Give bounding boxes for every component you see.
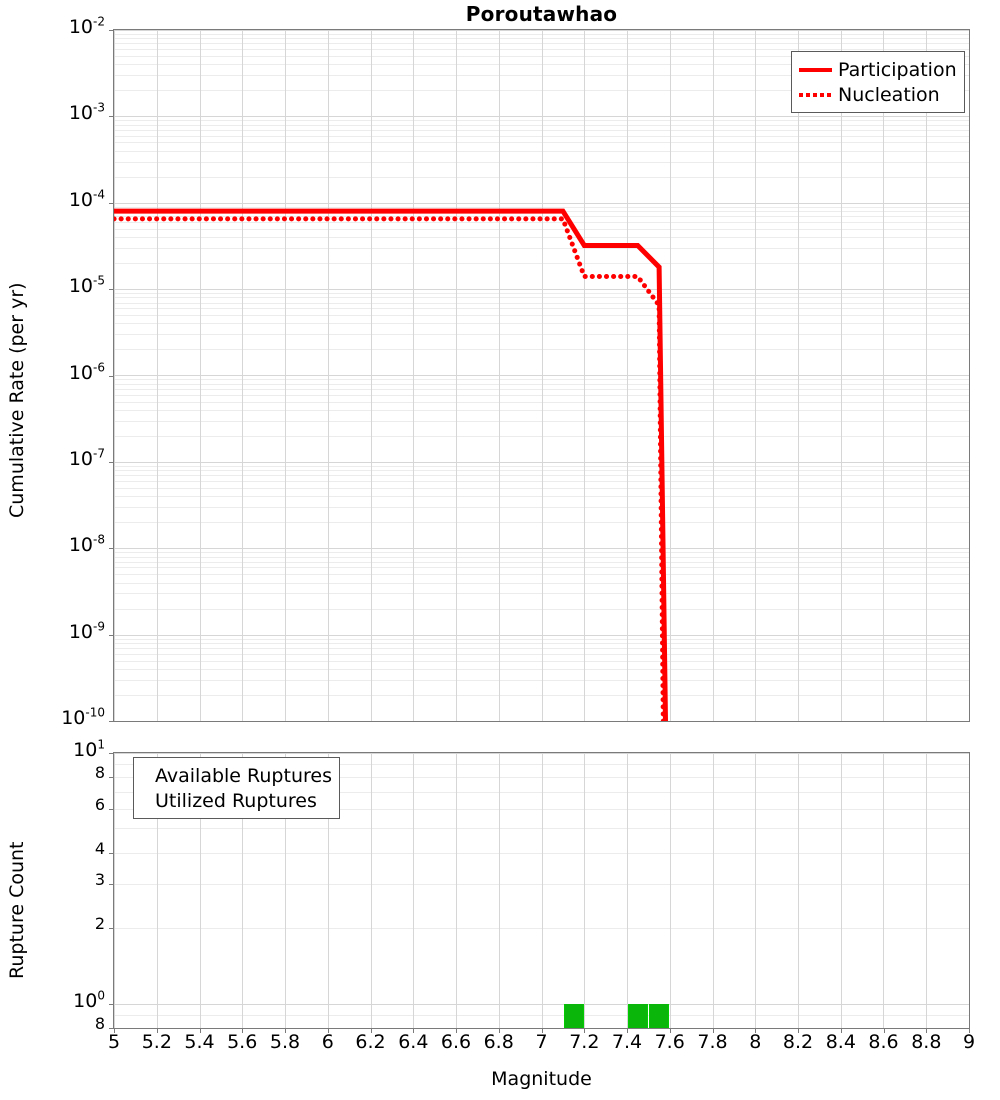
- x-tick-label: 9: [962, 1031, 976, 1053]
- y-tick-label: 10-6: [68, 360, 105, 384]
- top-panel-plot-area: [113, 29, 970, 722]
- x-tick-label: 6.6: [440, 1031, 472, 1053]
- rupture-count-bar: [628, 1003, 647, 1028]
- x-tick-label: 7.8: [697, 1031, 728, 1053]
- legend-label: Utilized Ruptures: [155, 789, 317, 812]
- legend-item-utilized-ruptures: Utilized Ruptures: [141, 788, 332, 813]
- x-tick-label: 6: [321, 1031, 334, 1053]
- y-tick-label: 4: [94, 838, 105, 858]
- bottom-panel-plot-area: [113, 752, 970, 1029]
- y-tick-label: 10-7: [68, 446, 105, 470]
- x-tick-label: 7.6: [654, 1031, 685, 1053]
- y-tick-label: 10-10: [61, 705, 105, 729]
- legend-label: Nucleation: [838, 83, 940, 106]
- x-tick-label: 6.2: [355, 1031, 386, 1053]
- top-panel-legend: Participation Nucleation: [791, 51, 965, 113]
- x-tick-label: 7: [535, 1031, 548, 1053]
- y-tick-label: 101: [73, 737, 105, 761]
- legend-label: Available Ruptures: [155, 764, 332, 787]
- x-tick-label: 7.4: [611, 1031, 643, 1053]
- rupture-count-bar: [564, 1003, 583, 1028]
- y-tick-label: 10-8: [68, 532, 105, 557]
- y-tick-label: 6: [94, 794, 105, 814]
- y-tick-label: 3: [94, 870, 105, 890]
- utilized-ruptures-swatch-icon: [141, 793, 150, 809]
- nucleation-line-swatch-icon: [799, 92, 832, 97]
- bottom-panel-legend: Available Ruptures Utilized Ruptures: [133, 757, 340, 819]
- y-tick-label: 10-2: [68, 14, 105, 38]
- legend-item-participation: Participation: [799, 57, 957, 82]
- page-title: Poroutawhao: [465, 2, 618, 26]
- x-tick-label: 8: [749, 1031, 762, 1053]
- y-tick-label: 10-3: [68, 101, 105, 125]
- x-tick-label: 8.4: [825, 1031, 856, 1053]
- y-tick-label: 2: [94, 914, 105, 934]
- legend-item-available-ruptures: Available Ruptures: [141, 763, 332, 788]
- mfd-curves: [114, 208, 668, 721]
- participation-line-swatch-icon: [799, 67, 832, 72]
- x-tick-label: 8.2: [782, 1031, 814, 1053]
- y-tick-label: 10-5: [68, 273, 105, 298]
- x-tick-label: 5.6: [227, 1031, 258, 1053]
- x-tick-label: 8.8: [911, 1031, 942, 1053]
- x-tick-label: 7.2: [569, 1031, 600, 1053]
- y-tick-label: 10-9: [68, 619, 105, 643]
- x-tick-label: 5.8: [269, 1031, 301, 1053]
- x-tick-label: 6.8: [483, 1031, 514, 1053]
- y-tick-label: 8: [94, 1014, 105, 1033]
- x-tick-label: 5.4: [184, 1031, 215, 1053]
- x-tick-label: 5.2: [141, 1031, 172, 1053]
- y-tick-label: 10-4: [68, 187, 105, 211]
- x-tick-label: 5: [107, 1031, 121, 1053]
- legend-label: Participation: [838, 58, 957, 81]
- available-ruptures-swatch-icon: [141, 768, 150, 784]
- y-tick-label: 8: [94, 763, 105, 783]
- rupture-count-bar: [650, 1003, 669, 1028]
- y-tick-label: 100: [73, 988, 105, 1012]
- x-tick-label: 8.6: [868, 1031, 899, 1053]
- legend-item-nucleation: Nucleation: [799, 82, 957, 107]
- x-axis-label: Magnitude: [491, 1068, 592, 1090]
- x-tick-label: 6.4: [398, 1031, 429, 1053]
